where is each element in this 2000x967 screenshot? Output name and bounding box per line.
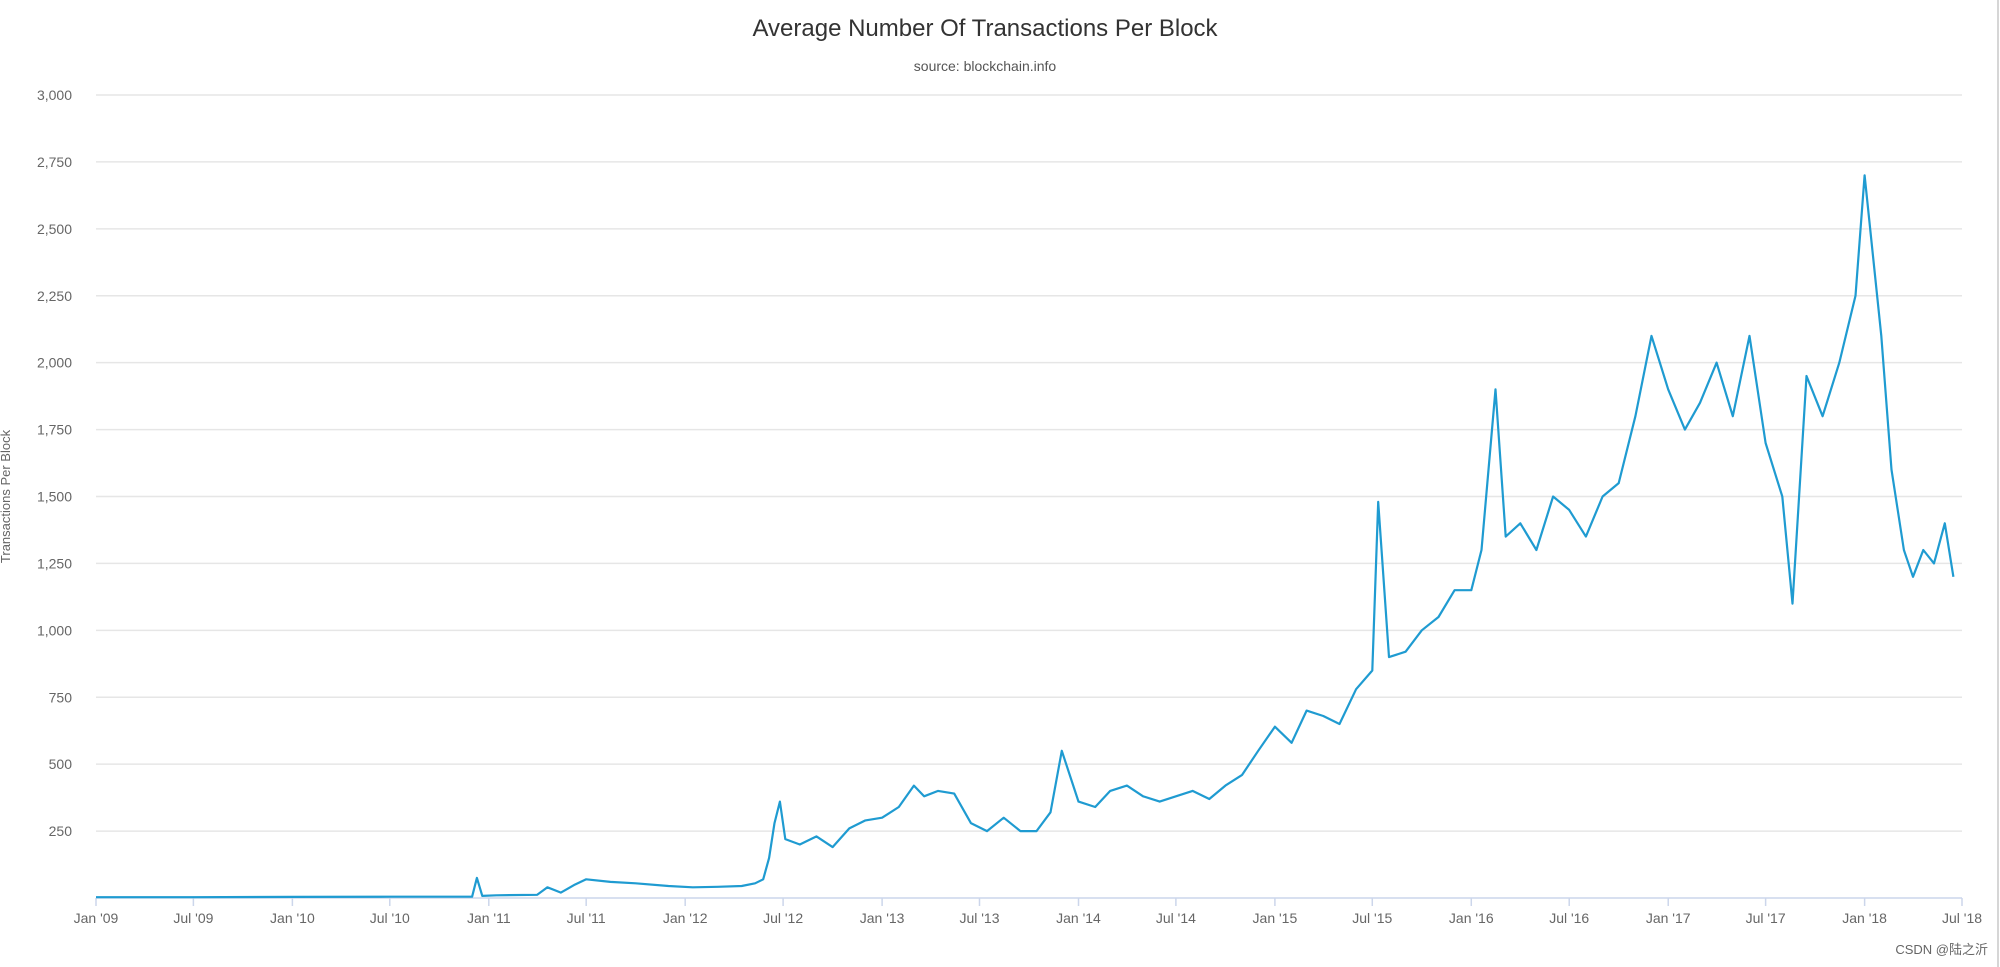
series-layer <box>96 174 1955 899</box>
x-axis-ticks: Jan '09 Jul '09 Jan '10 Jul '10 Jan '11 Jul '… <box>74 898 1982 926</box>
y-tick-label: 1,500 <box>37 489 72 505</box>
x-tick-label: Jan '12 <box>663 910 708 926</box>
y-tick-label: 2,000 <box>37 355 72 371</box>
x-tick-label: Jan '16 <box>1449 910 1494 926</box>
x-tick-label: Jul '10 <box>370 910 410 926</box>
x-tick-label: Jul '17 <box>1746 910 1786 926</box>
y-tick-label: 2,750 <box>37 154 72 170</box>
x-tick-label: Jan '15 <box>1253 910 1298 926</box>
watermark: CSDN @陆之沂 <box>1895 942 1988 957</box>
x-tick-label: Jan '11 <box>467 910 511 926</box>
chart-title: Average Number Of Transactions Per Block <box>752 15 1218 42</box>
y-tick-label: 1,000 <box>37 622 72 638</box>
grid-lines <box>96 94 1962 832</box>
x-tick-label: Jan '17 <box>1646 910 1691 926</box>
x-tick-label: Jul '12 <box>763 910 803 926</box>
y-tick-label: 500 <box>49 756 73 772</box>
x-tick-label: Jan '13 <box>860 910 905 926</box>
x-tick-label: Jul '14 <box>1156 910 1196 926</box>
x-tick-label: Jul '18 <box>1942 910 1982 926</box>
y-axis-ticks: 250 500 750 1,000 1,250 1,500 1,750 2,000 2,250 2… <box>37 87 72 839</box>
x-tick-label: Jul '15 <box>1352 910 1392 926</box>
y-tick-label: 2,250 <box>37 288 72 304</box>
x-tick-label: Jan '10 <box>270 910 315 926</box>
x-tick-label: Jul '11 <box>567 910 606 926</box>
y-tick-label: 3,000 <box>37 87 72 103</box>
y-tick-label: 1,250 <box>37 555 72 571</box>
x-tick-label: Jan '09 <box>74 910 119 926</box>
series-line <box>96 174 1955 899</box>
x-tick-label: Jan '18 <box>1842 910 1887 926</box>
x-tick-label: Jul '09 <box>173 910 213 926</box>
x-tick-label: Jan '14 <box>1056 910 1101 926</box>
y-axis-label: Transactions Per Block <box>0 429 13 563</box>
x-tick-label: Jul '16 <box>1549 910 1589 926</box>
y-tick-label: 2,500 <box>37 221 72 237</box>
y-tick-label: 250 <box>49 823 73 839</box>
chart-subtitle: source: blockchain.info <box>914 58 1057 74</box>
y-tick-label: 750 <box>49 689 73 705</box>
y-tick-label: 1,750 <box>37 422 72 438</box>
x-tick-label: Jul '13 <box>959 910 999 926</box>
